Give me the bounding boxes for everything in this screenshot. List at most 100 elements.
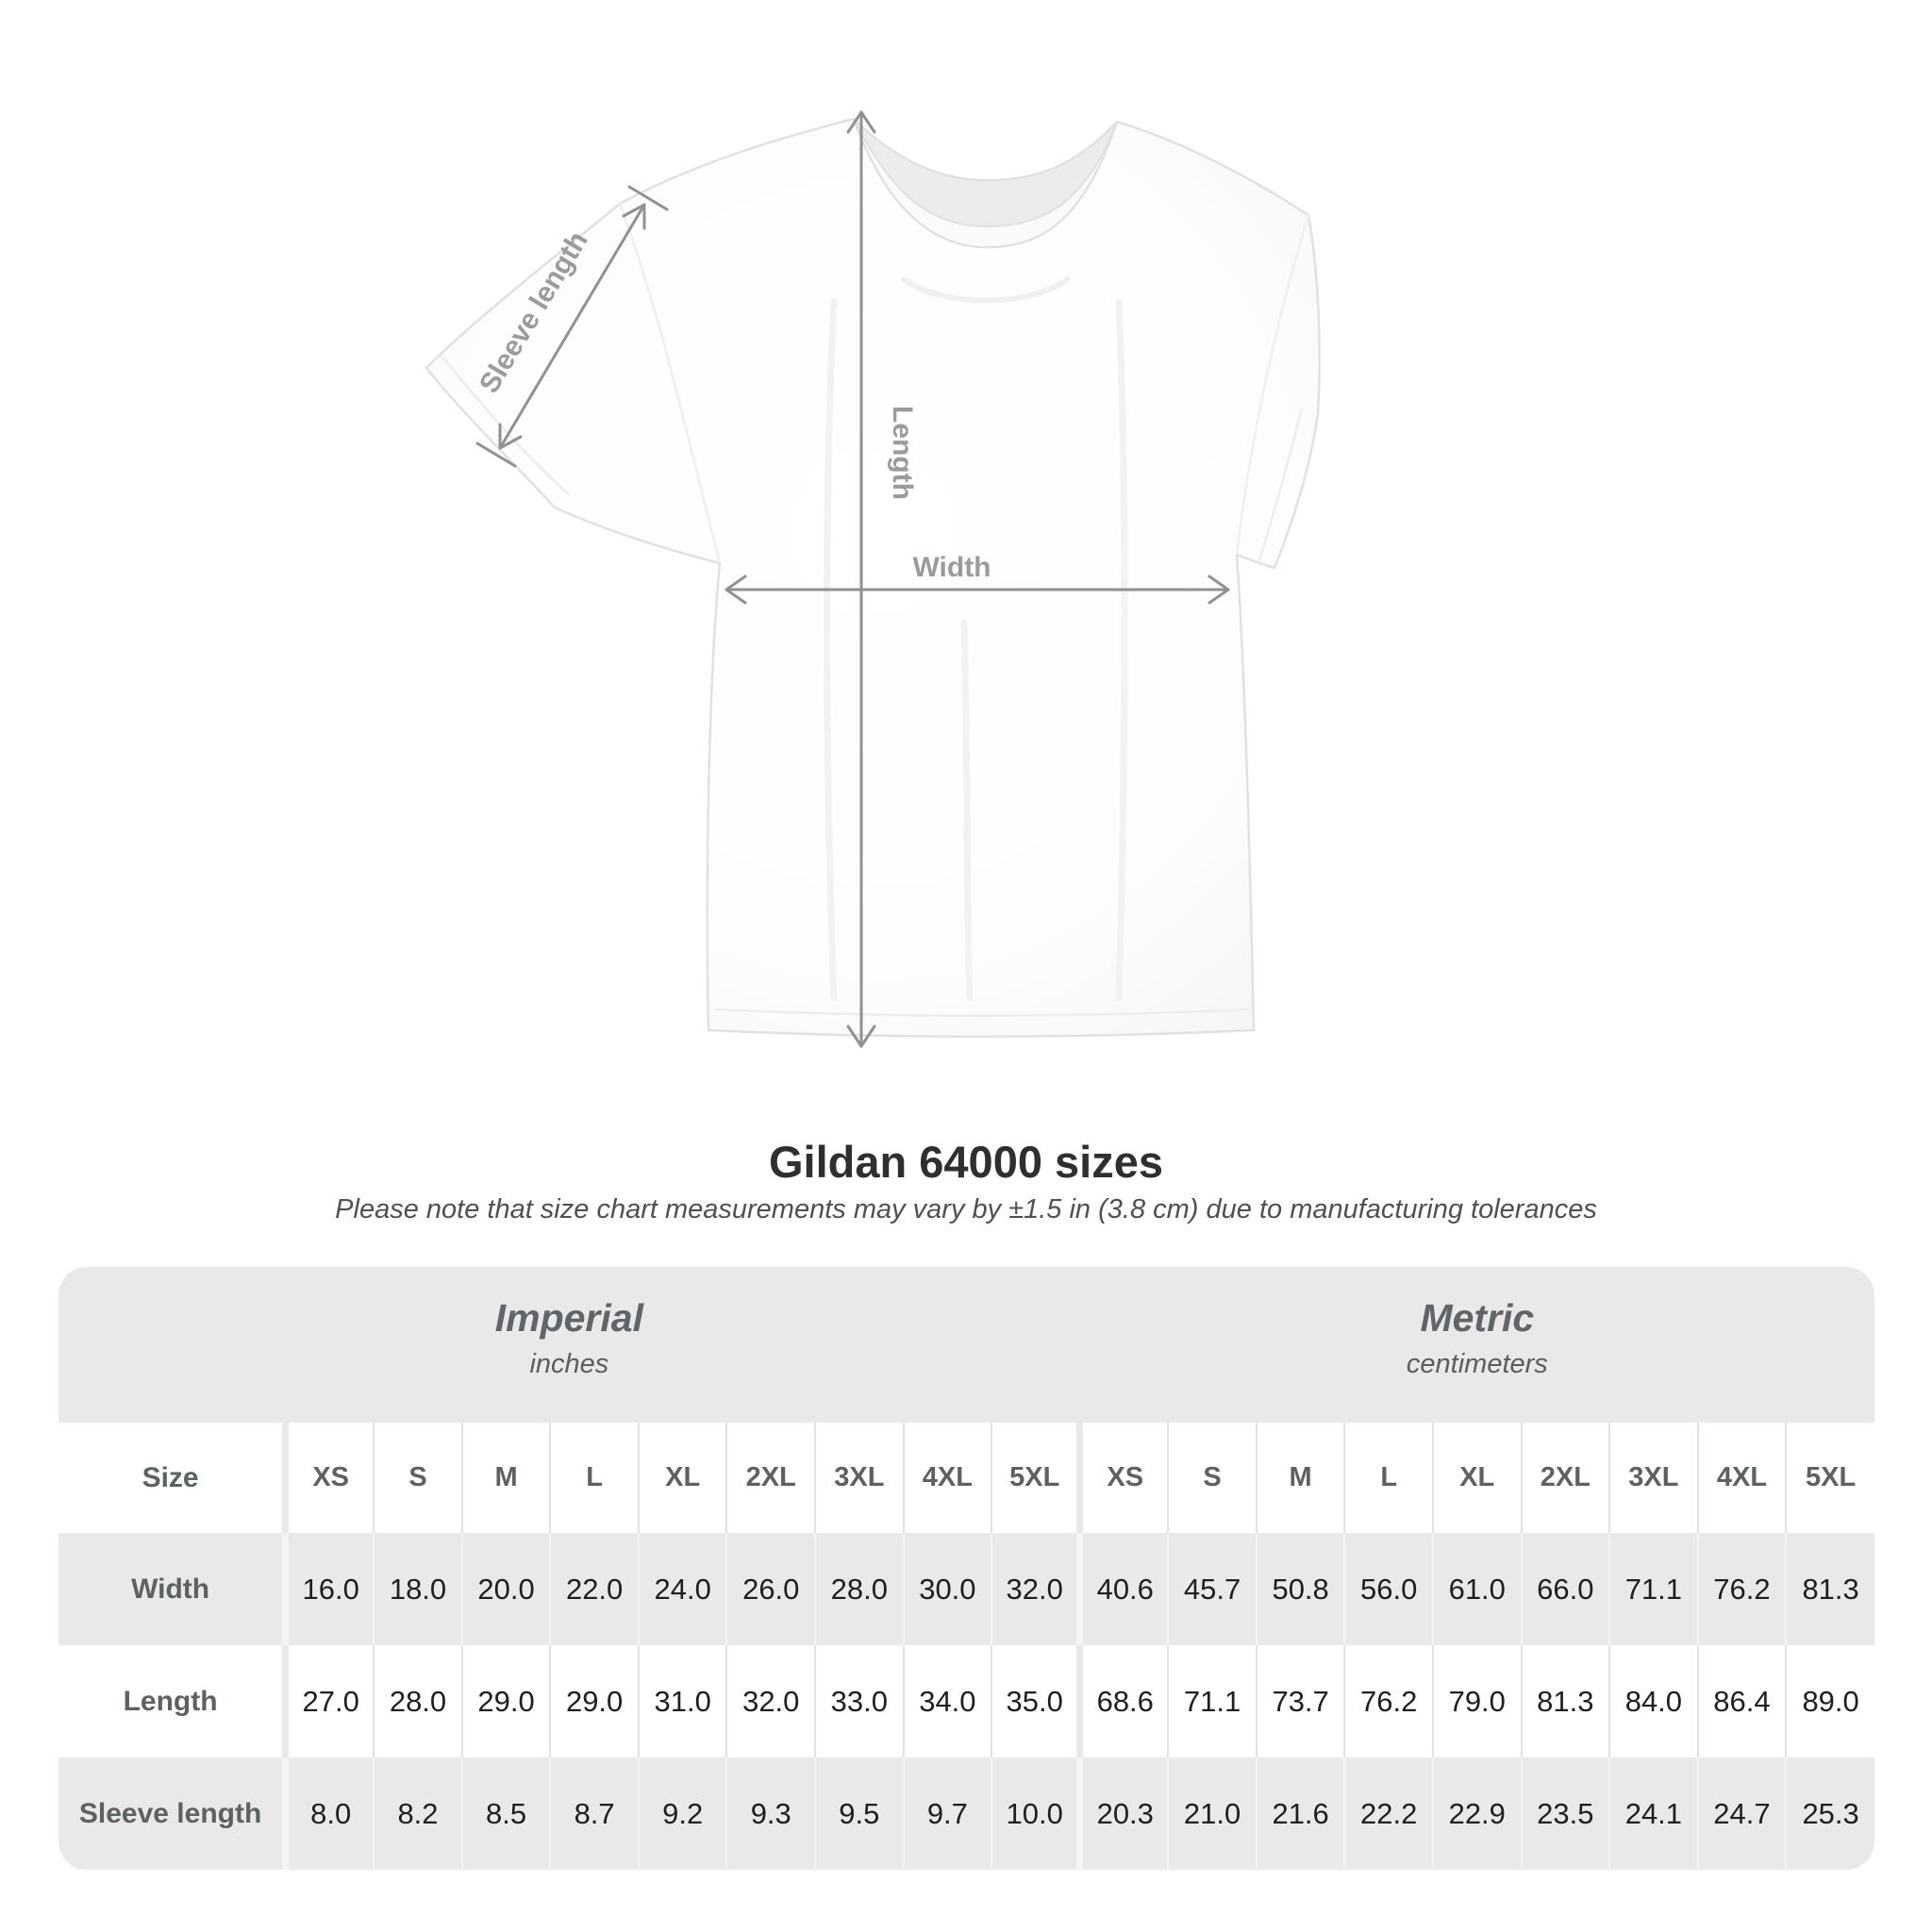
size-col-header: 2XL [725, 1423, 816, 1533]
value-cell: 23.5 [1520, 1757, 1610, 1870]
value-cell: 22.2 [1343, 1757, 1433, 1870]
value-cell: 35.0 [991, 1645, 1080, 1757]
value-cell: 30.0 [902, 1533, 992, 1645]
row-label: Length [123, 1685, 218, 1717]
value-cell: 81.3 [1520, 1645, 1610, 1757]
value-cell: 21.6 [1255, 1757, 1345, 1870]
value-cell: 32.0 [725, 1645, 816, 1757]
size-col-header: XS [282, 1423, 375, 1533]
metric-label: Metric [1420, 1296, 1535, 1340]
size-header-row: Size XS S M L XL 2XL 3XL 4XL 5XL XS S M … [58, 1423, 1874, 1533]
value-cell: 25.3 [1785, 1757, 1874, 1870]
value-cell: 8.0 [282, 1757, 375, 1870]
value-cell: 31.0 [637, 1645, 727, 1757]
imperial-unit-label: inches [529, 1349, 609, 1379]
value-cell: 8.5 [460, 1757, 551, 1870]
tshirt-seams [440, 203, 1310, 1017]
length-arrow-down [846, 1024, 876, 1048]
imperial-band: Imperial inches [58, 1267, 1080, 1423]
value-cell: 20.0 [460, 1533, 551, 1645]
sleeve-arrow-bottom [498, 423, 523, 450]
imperial-label: Imperial [494, 1296, 643, 1340]
size-col-header: M [1255, 1423, 1345, 1533]
size-col-header: S [1167, 1423, 1257, 1533]
value-cell: 33.0 [814, 1645, 904, 1757]
value-cell: 21.0 [1167, 1757, 1257, 1870]
tshirt-collar-band [853, 118, 1118, 249]
metric-band: Metric centimeters [1079, 1267, 1874, 1423]
value-cell: 86.4 [1696, 1645, 1787, 1757]
width-label: Width [912, 552, 991, 583]
dimension-lines [475, 110, 1230, 1048]
value-cell: 29.0 [549, 1645, 639, 1757]
tolerance-note: Please note that size chart measurements… [335, 1194, 1597, 1224]
sleeve-tick-bottom [475, 441, 517, 468]
value-cell: 50.8 [1255, 1533, 1345, 1645]
value-cell: 40.6 [1076, 1533, 1169, 1645]
metric-unit-label: centimeters [1406, 1349, 1548, 1379]
size-col-header: 3XL [1608, 1423, 1698, 1533]
value-cell: 29.0 [460, 1645, 551, 1757]
value-cell: 84.0 [1608, 1645, 1698, 1757]
size-col-header: XL [1431, 1423, 1522, 1533]
value-cell: 71.1 [1608, 1533, 1698, 1645]
value-cell: 16.0 [282, 1533, 375, 1645]
value-cell: 28.0 [373, 1645, 462, 1757]
page-title: Gildan 64000 sizes [768, 1137, 1164, 1187]
value-cell: 34.0 [902, 1645, 992, 1757]
size-col-header: S [373, 1423, 462, 1533]
value-cell: 81.3 [1785, 1533, 1874, 1645]
row-label: Sleeve length [78, 1797, 262, 1829]
size-col-header: 2XL [1520, 1423, 1610, 1533]
value-cell: 71.1 [1167, 1645, 1257, 1757]
value-cell: 22.9 [1431, 1757, 1522, 1870]
sleeve-arrow-top [622, 203, 646, 230]
value-cell: 76.2 [1343, 1645, 1433, 1757]
size-col-header: 5XL [991, 1423, 1080, 1533]
tshirt-measurement-diagram: Sleeve length Length Width [425, 110, 1321, 1048]
length-label: Length [887, 406, 918, 500]
row-label: Width [131, 1573, 210, 1605]
size-chart-table: Imperial inches Metric centimeters Size … [58, 1267, 1874, 1870]
value-cell: 24.7 [1696, 1757, 1787, 1870]
value-cell: 20.3 [1076, 1757, 1169, 1870]
size-corner-header: Size [142, 1461, 199, 1493]
size-chart-container: Imperial inches Metric centimeters Size … [58, 1267, 1874, 1870]
value-cell: 89.0 [1785, 1645, 1874, 1757]
tshirt-wrinkles [823, 276, 1128, 1002]
value-cell: 76.2 [1696, 1533, 1787, 1645]
unit-group-row: Imperial inches Metric centimeters [58, 1267, 1874, 1423]
value-cell: 24.1 [1608, 1757, 1698, 1870]
value-cell: 79.0 [1431, 1645, 1522, 1757]
size-col-header: L [1343, 1423, 1433, 1533]
size-col-header: 5XL [1785, 1423, 1874, 1533]
width-arrow-left [724, 575, 747, 605]
size-col-header: XL [637, 1423, 727, 1533]
value-cell: 56.0 [1343, 1533, 1433, 1645]
value-cell: 45.7 [1167, 1533, 1257, 1645]
value-cell: 22.0 [549, 1533, 639, 1645]
value-cell: 8.2 [373, 1757, 462, 1870]
sleeve-length-row: Sleeve length 8.0 8.2 8.5 8.7 9.2 9.3 9.… [58, 1757, 1874, 1870]
size-col-header: L [549, 1423, 639, 1533]
value-cell: 27.0 [282, 1645, 375, 1757]
size-col-header: 4XL [1696, 1423, 1787, 1533]
value-cell: 9.2 [637, 1757, 727, 1870]
value-cell: 68.6 [1076, 1645, 1169, 1757]
tshirt-body [425, 117, 1321, 1038]
size-col-header: 3XL [814, 1423, 904, 1533]
size-col-header: 4XL [902, 1423, 992, 1533]
value-cell: 66.0 [1520, 1533, 1610, 1645]
sleeve-tick-top [627, 185, 669, 211]
value-cell: 10.0 [991, 1757, 1080, 1870]
value-cell: 9.5 [814, 1757, 904, 1870]
value-cell: 73.7 [1255, 1645, 1345, 1757]
value-cell: 18.0 [373, 1533, 462, 1645]
sleeve-dimension-line [498, 203, 646, 450]
value-cell: 9.7 [902, 1757, 992, 1870]
value-cell: 61.0 [1431, 1533, 1522, 1645]
length-arrow-up [846, 110, 876, 134]
value-cell: 32.0 [991, 1533, 1080, 1645]
width-row: Width 16.0 18.0 20.0 22.0 24.0 26.0 28.0… [58, 1533, 1874, 1645]
value-cell: 24.0 [637, 1533, 727, 1645]
